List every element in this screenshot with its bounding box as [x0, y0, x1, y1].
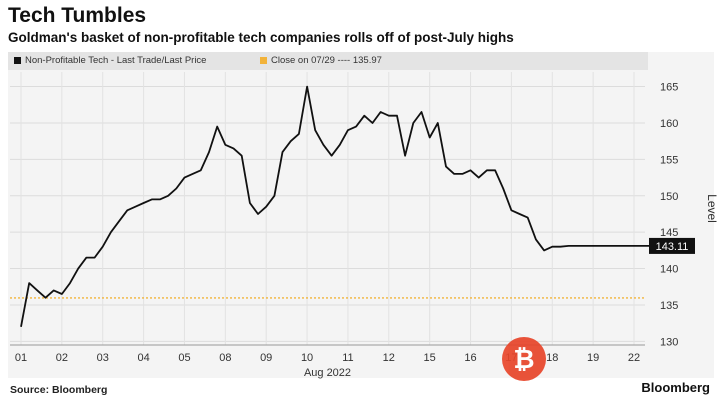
y-tick-label: 145: [660, 227, 678, 239]
bloomberg-logo: Bloomberg: [641, 380, 710, 395]
x-tick-label: 08: [219, 352, 231, 364]
last-value-badge: [649, 237, 695, 254]
legend-label-close: Close on 07/29 ---- 135.97: [271, 55, 382, 66]
y-tick-label: 160: [660, 118, 678, 130]
chart-subtitle: Goldman's basket of non-profitable tech …: [8, 30, 514, 45]
y-tick-label: 150: [660, 191, 678, 203]
y-tick-label: 165: [660, 82, 678, 94]
x-tick-label: 10: [301, 352, 313, 364]
x-tick-label: 11: [342, 352, 353, 364]
legend-swatch-price: [14, 57, 21, 64]
legend-item-price: Non-Profitable Tech - Last Trade/Last Pr…: [14, 55, 206, 66]
y-tick-label: 130: [660, 336, 678, 348]
x-tick-label: 12: [383, 352, 395, 364]
x-tick-label: 16: [464, 352, 476, 364]
chart-title: Tech Tumbles: [8, 4, 147, 27]
y-tick-label: 135: [660, 300, 678, 312]
legend-item-close: Close on 07/29 ---- 135.97: [260, 55, 382, 66]
chart-area: [8, 52, 714, 378]
x-tick-label: 22: [628, 352, 640, 364]
legend-swatch-close: [260, 57, 267, 64]
y-axis-label: Level: [705, 194, 719, 223]
bitcoin-icon: ₿: [502, 337, 546, 381]
legend: Non-Profitable Tech - Last Trade/Last Pr…: [8, 52, 648, 70]
legend-label-price: Non-Profitable Tech - Last Trade/Last Pr…: [25, 55, 207, 66]
x-tick-label: 05: [178, 352, 190, 364]
x-tick-label: 15: [424, 352, 436, 364]
last-value-label: 143.11: [656, 241, 689, 253]
source-note: Source: Bloomberg: [10, 384, 108, 396]
x-tick-label: 18: [546, 352, 558, 364]
y-tick-label: 140: [660, 264, 678, 276]
x-tick-label: 02: [56, 352, 68, 364]
x-tick-label: 19: [587, 352, 599, 364]
x-tick-label: 09: [260, 352, 272, 364]
x-tick-label: 03: [97, 352, 109, 364]
price-series-line: [20, 85, 651, 327]
x-axis-label: Aug 2022: [304, 367, 351, 379]
x-tick-label: 01: [15, 352, 27, 364]
y-tick-label: 155: [660, 154, 678, 166]
x-tick-label: 04: [137, 352, 149, 364]
